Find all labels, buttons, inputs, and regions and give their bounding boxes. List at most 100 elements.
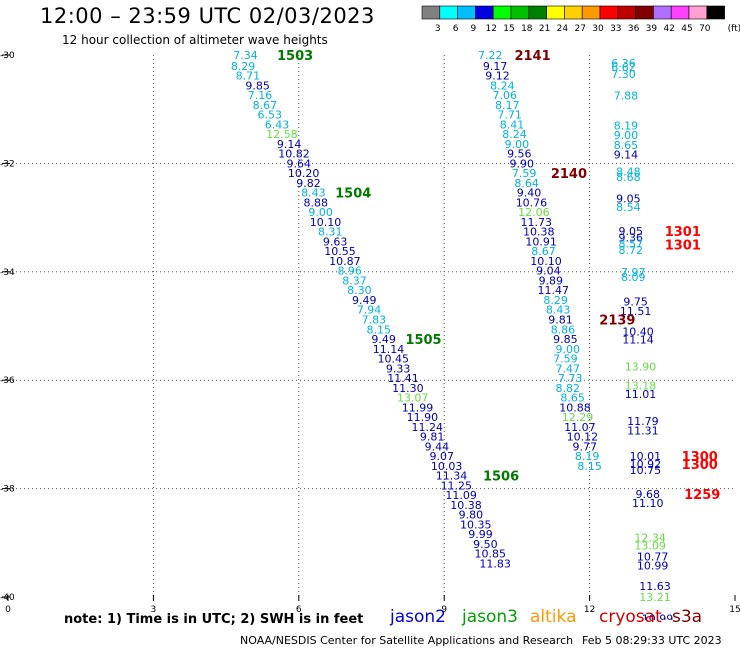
legend-s3a: s3a	[672, 607, 703, 627]
wave-height-point: 10.75	[630, 464, 662, 477]
wave-height-point: 11.41	[387, 372, 419, 385]
legend-swatch	[706, 5, 725, 20]
legend-tick-label: 42	[663, 24, 674, 34]
pass-time-label: 2141	[514, 49, 550, 64]
wave-height-point: 7.16	[248, 89, 273, 102]
wave-height-point: 11.24	[411, 421, 443, 434]
wave-height-point: 8.88	[304, 196, 329, 209]
wave-height-point: 10.38	[450, 499, 482, 512]
pass-time-label: 2139	[599, 313, 635, 328]
x-tick-label: 12	[584, 605, 595, 615]
wave-height-point: 11.34	[436, 470, 468, 483]
pass-time-label: 2140	[551, 167, 587, 182]
wave-height-point: 9.00	[614, 129, 639, 142]
wave-height-point: 9.05	[619, 225, 644, 238]
footer-credit: NOAA/NESDIS Center for Satellite Applica…	[240, 634, 574, 647]
wave-height-point: 10.10	[310, 216, 342, 229]
wave-height-point: 9.81	[548, 313, 573, 326]
wave-height-point: 11.99	[402, 401, 434, 414]
wave-height-point: 11.83	[479, 557, 511, 570]
wave-height-point: 8.24	[490, 79, 515, 92]
wave-height-point: 7.59	[512, 167, 537, 180]
wave-height-point: 10.99	[637, 560, 669, 573]
wave-height-point: 8.43	[301, 187, 326, 200]
x-tick-label: 3	[151, 605, 157, 615]
legend-tick-label: 39	[646, 24, 658, 34]
wave-height-point: 9.12	[485, 70, 510, 83]
wave-height-point: 11.14	[373, 343, 405, 356]
wave-height-point: 7.22	[478, 49, 503, 62]
chart-subtitle: 12 hour collection of altimeter wave hei…	[62, 33, 328, 47]
wave-height-point: 9.68	[636, 488, 661, 501]
pass-time-label: 1505	[405, 333, 441, 348]
x-tick-label: 0	[5, 605, 11, 615]
wave-height-point: 9.56	[507, 148, 532, 161]
legend-jason3: jason3	[462, 607, 518, 627]
y-tick-label: -36	[0, 376, 15, 386]
wave-height-point: 8.65	[560, 392, 585, 405]
wave-height-point: 11.01	[625, 388, 657, 401]
wave-height-point: 8.15	[367, 323, 392, 336]
wave-height-point: 10.40	[622, 325, 654, 338]
y-tick-label: -30	[0, 51, 15, 61]
legend-tick-label: 9	[471, 24, 477, 34]
wave-height-point: 6.43	[265, 118, 290, 131]
wave-height-point: 10.77	[637, 550, 669, 563]
wave-height-point: 7.88	[614, 90, 639, 103]
wave-height-point: 12.06	[518, 206, 550, 219]
wave-height-point: 8.31	[318, 226, 343, 239]
pass-time-label: 1300	[682, 458, 718, 473]
legend-tick-label: 6	[453, 24, 459, 34]
wave-height-point: 8.54	[616, 201, 641, 214]
wave-height-point: 11.90	[407, 411, 439, 424]
wave-height-point: 10.38	[523, 226, 555, 239]
legend-altika: altika	[530, 607, 577, 627]
wave-height-point: 6.62	[611, 61, 636, 74]
color-scale-legend: 3 6 9 12 15 18 21 24 27 30 33 36 39 42 45 70 (ft)	[421, 5, 740, 34]
wave-height-point: 8.29	[231, 60, 256, 73]
wave-height-point: 8.30	[347, 284, 372, 297]
wave-height-point: 8.29	[543, 294, 568, 307]
wave-height-point: 8.37	[342, 274, 367, 287]
y-tick-label: -40	[0, 593, 15, 603]
wave-height-point: 10.99	[642, 613, 674, 620]
y-tick-label: -34	[0, 268, 15, 278]
wave-height-point: 10.85	[474, 548, 506, 561]
chart-title: 12:00 – 23:59 UTC 02/03/2023	[40, 4, 375, 28]
wave-height-point: 11.09	[445, 489, 477, 502]
wave-height-point: 8.68	[616, 171, 641, 184]
legend-cryosat: cryosat	[599, 607, 662, 627]
wave-height-point: 9.14	[277, 138, 302, 151]
wave-height-point: 10.92	[630, 458, 662, 471]
wave-height-point: 10.01	[630, 450, 662, 463]
legend-tick-label: 24	[557, 24, 569, 34]
legend-tick-label: 33	[610, 24, 621, 34]
wave-height-point: 10.03	[431, 460, 463, 473]
wave-height-point: 11.14	[622, 334, 654, 347]
wave-height-point: 9.85	[245, 79, 270, 92]
plot-area: -30-32-34-36-38-400 3 6 9 12 157.348.298.719.…	[0, 49, 740, 620]
wave-height-point: 8.19	[614, 119, 639, 132]
wave-height-point: 13.21	[639, 591, 671, 604]
legend-tick-label: 21	[539, 24, 550, 34]
legend-tick-label: 3	[435, 24, 441, 34]
legend-tick-label: 30	[592, 24, 604, 34]
wave-height-point: 6.36	[611, 57, 636, 70]
wave-height-point: 9.17	[483, 60, 508, 73]
wave-height-point: 10.82	[278, 148, 310, 161]
wave-height-point: 10.35	[460, 518, 492, 531]
legend-tick-label: 70	[699, 24, 711, 34]
wave-height-point: 9.81	[420, 431, 445, 444]
wave-height-point: 9.63	[323, 235, 348, 248]
wave-height-point: 9.85	[553, 333, 578, 346]
wave-height-point: 7.73	[558, 372, 583, 385]
wave-height-point: 9.33	[386, 362, 411, 375]
wave-height-point: 10.20	[288, 167, 320, 180]
wave-height-point: 11.31	[627, 425, 659, 438]
wave-height-point: 9.40	[517, 187, 542, 200]
wave-height-point: 7.47	[556, 362, 581, 375]
legend-tick-label: 15	[503, 24, 514, 34]
wave-height-point: 6.53	[257, 109, 282, 122]
wave-height-point: 9.64	[287, 157, 312, 170]
